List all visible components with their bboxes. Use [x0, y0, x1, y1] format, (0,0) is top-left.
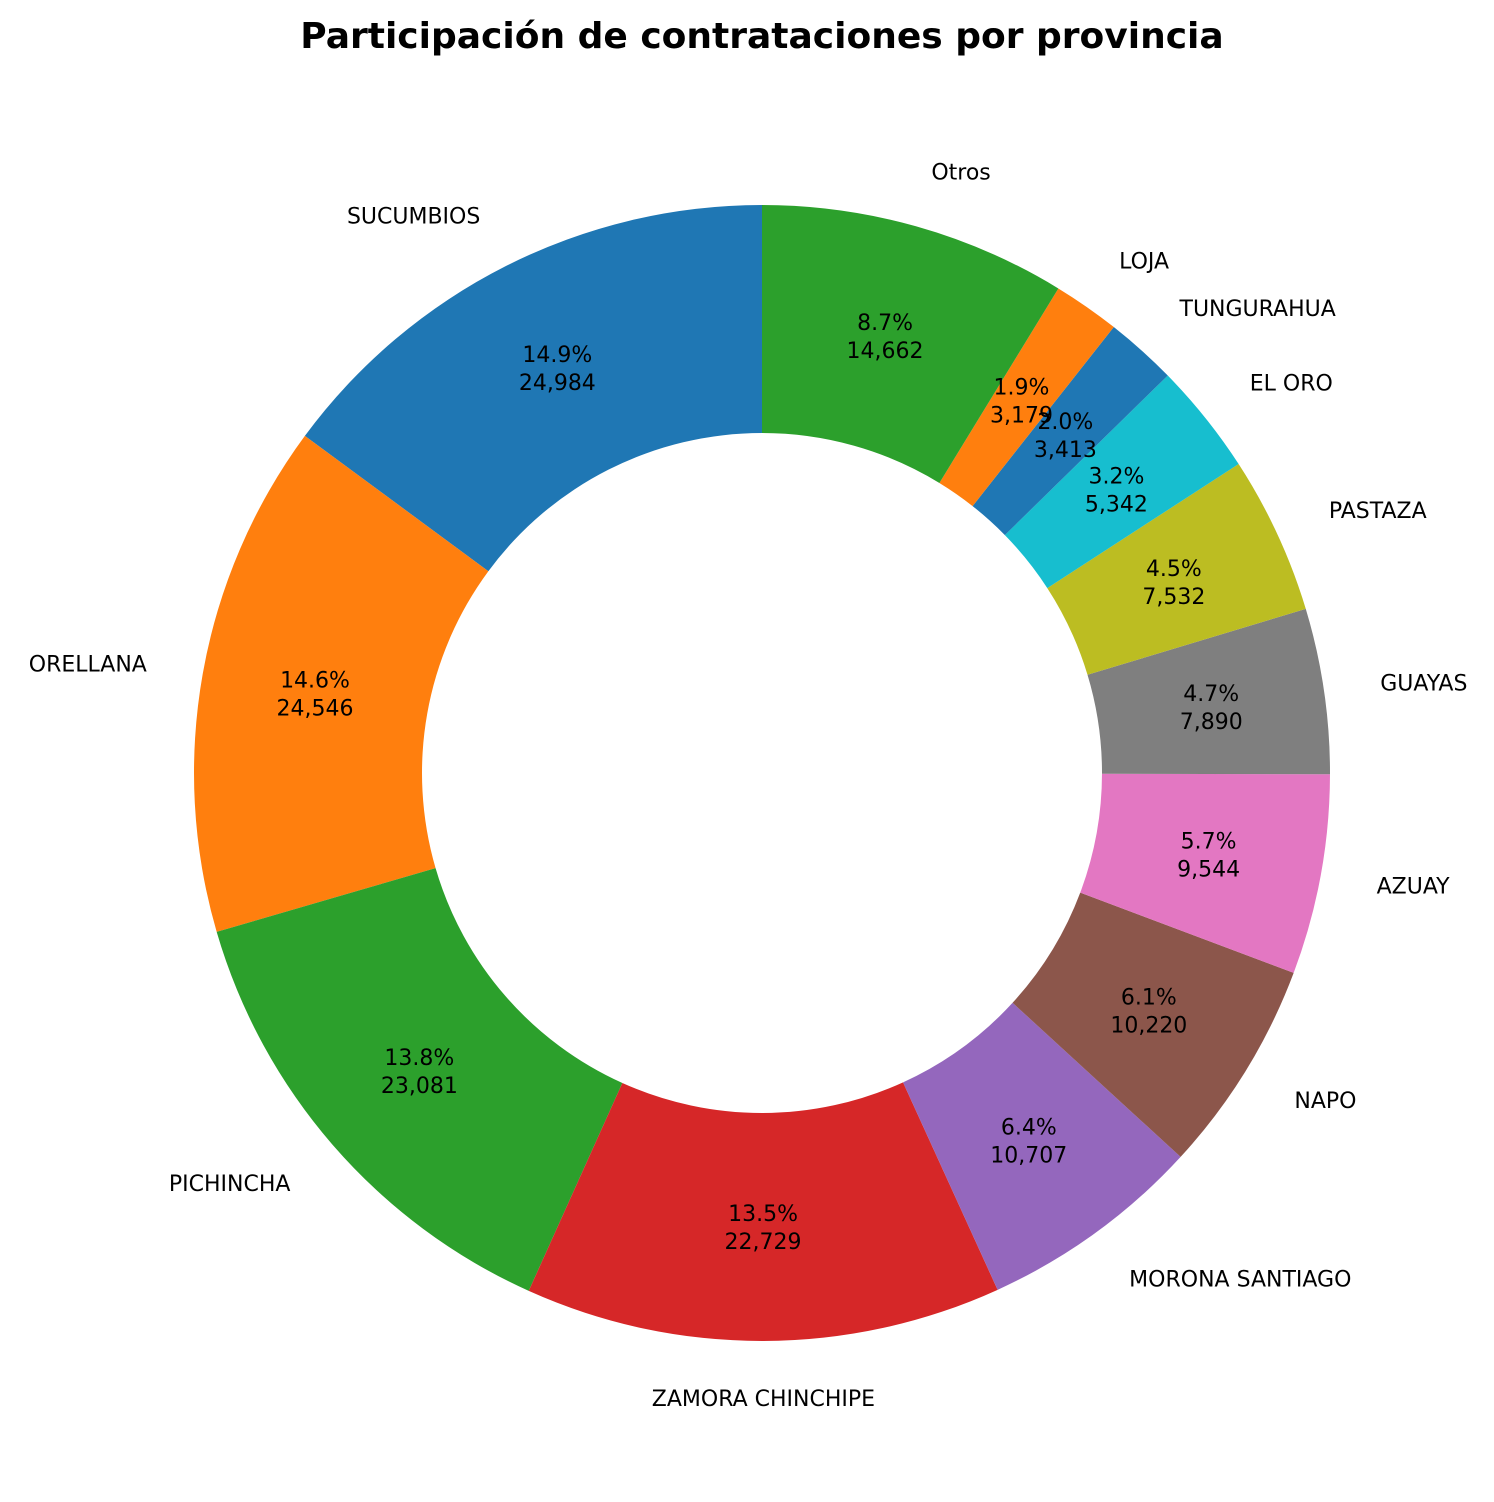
pie-slice-orellana — [194, 435, 489, 932]
slice-value-label: 10,707 — [990, 1143, 1067, 1168]
slice-percent-label: 4.5% — [1146, 557, 1202, 582]
slice-percent-label: 14.6% — [280, 669, 350, 694]
slice-category-labels: SUCUMBIOS ORELLANA PICHINCHA ZAMORA CHINCHI… — [29, 161, 1468, 1412]
slice-label: LOJA — [1119, 249, 1169, 274]
slice-value-label: 3,413 — [1034, 438, 1097, 463]
slice-percent-label: 2.0% — [1037, 410, 1093, 435]
slice-value-label: 7,532 — [1142, 585, 1205, 610]
pie-slices — [194, 205, 1330, 1341]
slice-label: ORELLANA — [29, 653, 147, 678]
slice-percent-label: 13.8% — [384, 1046, 454, 1071]
slice-percent-label: 13.5% — [728, 1202, 798, 1227]
pie-slice-pichincha — [216, 868, 623, 1291]
pie-slice-otros — [762, 205, 1059, 483]
slice-label: PASTAZA — [1329, 499, 1427, 524]
slice-value-label: 23,081 — [381, 1074, 458, 1099]
slice-value-label: 10,220 — [1110, 1014, 1187, 1039]
slice-value-label: 14,662 — [847, 339, 924, 364]
slice-value-label: 3,179 — [990, 403, 1053, 428]
slice-value-label: 7,890 — [1180, 710, 1243, 735]
slice-label: SUCUMBIOS — [347, 204, 480, 229]
slice-percent-label: 3.2% — [1088, 464, 1144, 489]
pie-slice-azuay — [1080, 773, 1330, 973]
slice-percent-label: 6.1% — [1121, 986, 1177, 1011]
pie-slice-napo — [1012, 892, 1294, 1157]
slice-label: TUNGURAHUA — [1179, 297, 1336, 322]
pie-slice-sucumbios — [304, 205, 762, 572]
slice-value-label: 5,342 — [1085, 492, 1148, 517]
slice-percent-label: 8.7% — [857, 311, 913, 336]
pie-slice-pastaza — [1047, 464, 1306, 675]
pie-slice-el-oro — [1004, 375, 1239, 589]
slice-label: ZAMORA CHINCHIPE — [652, 1387, 875, 1412]
slice-percent-label: 4.7% — [1183, 682, 1239, 707]
pie-slice-tungurahua — [972, 327, 1168, 536]
slice-percent-label: 14.9% — [522, 343, 592, 368]
pie-slice-loja — [939, 288, 1114, 507]
pie-slice-morona-santiago — [903, 1002, 1181, 1290]
slice-value-label: 24,546 — [277, 697, 354, 722]
slice-value-label: 24,984 — [519, 371, 596, 396]
slice-value-labels: 14.9% 24,984 14.6% 24,546 13.8% 23,081 13.5% 22… — [277, 311, 1243, 1255]
slice-label: EL ORO — [1250, 372, 1333, 397]
slice-percent-label: 6.4% — [1001, 1115, 1057, 1140]
slice-percent-label: 5.7% — [1181, 830, 1237, 855]
slice-value-label: 9,544 — [1177, 858, 1240, 883]
slice-value-label: 22,729 — [725, 1230, 802, 1255]
slice-percent-label: 1.9% — [994, 375, 1050, 400]
slice-label: AZUAY — [1377, 874, 1451, 899]
slice-label: MORONA SANTIAGO — [1129, 1268, 1351, 1293]
slice-label: GUAYAS — [1380, 671, 1467, 696]
chart-title: Participación de contrataciones por prov… — [300, 16, 1223, 57]
slice-label: Otros — [931, 161, 990, 186]
slice-label: NAPO — [1294, 1089, 1356, 1114]
pie-slice-guayas — [1087, 608, 1330, 775]
pie-slice-zamora-chinchipe — [528, 1082, 998, 1341]
slice-label: PICHINCHA — [169, 1172, 291, 1197]
